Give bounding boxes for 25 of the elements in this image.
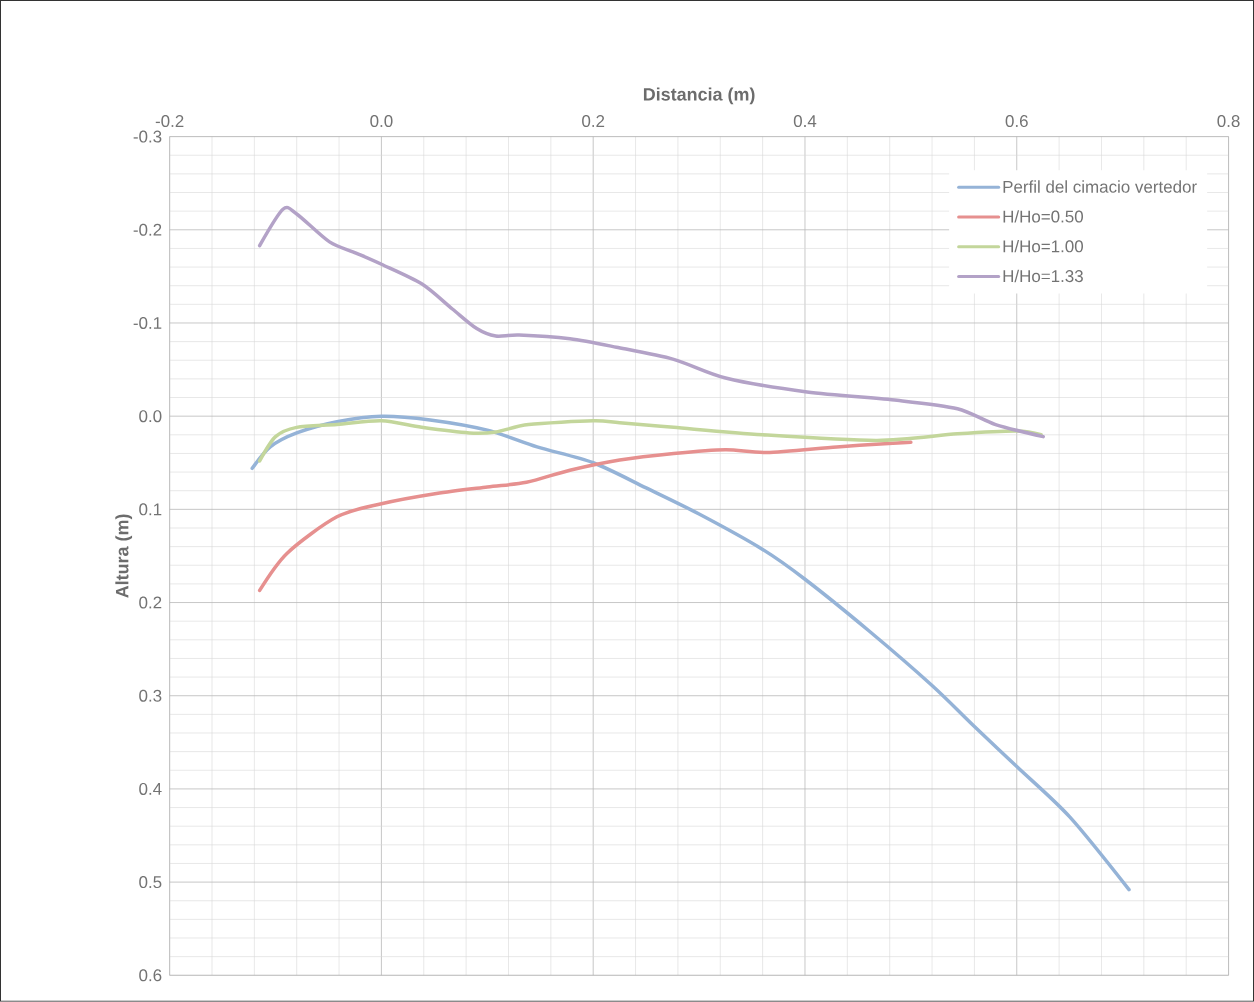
y-tick-label: 0.1	[139, 503, 162, 516]
y-tick-label: 0.5	[139, 876, 162, 889]
legend-label: H/Ho=1.33	[1003, 269, 1083, 283]
y-axis-title: Altura (m)	[115, 514, 133, 598]
x-tick-label: 0.8	[1217, 115, 1240, 128]
x-tick-label: 0.2	[582, 115, 605, 128]
y-tick-label: 0.6	[139, 969, 162, 982]
y-tick-label: 0.2	[139, 596, 162, 609]
x-tick-label: 0.4	[793, 115, 817, 128]
line-series	[257, 440, 913, 593]
legend-label: H/Ho=1.00	[1003, 240, 1084, 253]
x-tick-label: 0.6	[1005, 115, 1028, 128]
line-series	[257, 419, 1043, 463]
y-tick-label: -0.1	[133, 317, 162, 330]
legend-label: Perfil del cimacio vertedor	[1003, 180, 1197, 193]
y-tick-label: 0.3	[139, 689, 162, 702]
x-tick-label: 0.0	[370, 115, 393, 128]
line-series	[250, 414, 1131, 892]
y-tick-label: -0.3	[133, 130, 162, 143]
legend-label: H/Ho=0.50	[1003, 210, 1084, 223]
x-axis-title: Distancia (m)	[643, 87, 755, 105]
y-tick-label: 0.0	[139, 410, 162, 423]
y-tick-label: -0.2	[133, 223, 162, 236]
x-tick-label: -0.2	[155, 115, 184, 128]
y-tick-label: 0.4	[139, 783, 162, 796]
